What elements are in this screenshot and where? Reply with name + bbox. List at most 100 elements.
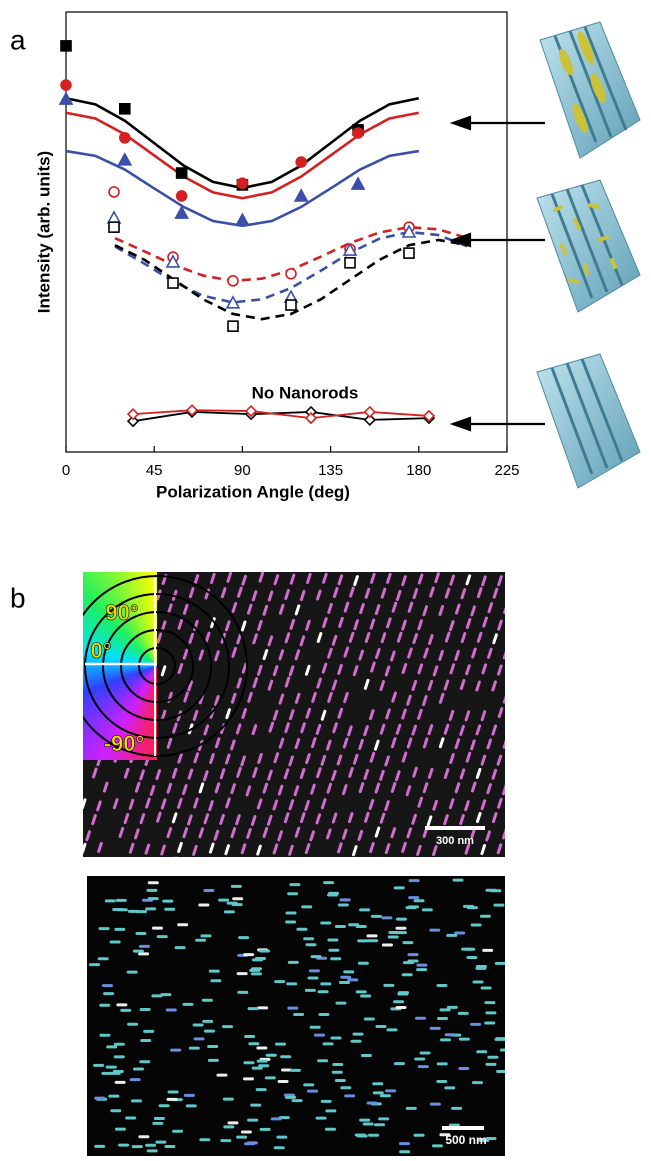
nanorod bbox=[270, 545, 273, 553]
nanorod bbox=[45, 727, 48, 735]
nanorod bbox=[557, 636, 560, 644]
nanorod bbox=[542, 545, 545, 553]
nanorod bbox=[30, 545, 33, 553]
nanorod bbox=[572, 817, 575, 825]
nanorod bbox=[510, 679, 513, 687]
marker bbox=[236, 214, 248, 225]
nanorod bbox=[110, 546, 113, 554]
nanorod bbox=[39, 786, 42, 794]
nanorod bbox=[531, 665, 534, 673]
nanorod bbox=[514, 846, 517, 854]
nanorod bbox=[93, 859, 96, 867]
nanorod bbox=[526, 544, 529, 552]
nanorod bbox=[574, 589, 577, 597]
nanorod bbox=[579, 754, 582, 762]
nanorod bbox=[623, 544, 626, 552]
nanorod bbox=[13, 547, 16, 555]
nanorod bbox=[526, 723, 529, 731]
nanorod bbox=[51, 666, 54, 674]
micrograph-1: 90° 0° -90° 300 nm bbox=[0, 543, 651, 870]
nanorod bbox=[382, 544, 385, 552]
nanorod bbox=[541, 815, 544, 823]
nanorod bbox=[159, 544, 162, 552]
nanorod bbox=[515, 709, 518, 717]
nanorod bbox=[398, 545, 401, 553]
nanorod bbox=[66, 711, 69, 719]
nanorod bbox=[136, 561, 139, 569]
nanorod bbox=[622, 679, 625, 687]
nanorod bbox=[104, 561, 107, 569]
nanorod bbox=[558, 679, 561, 687]
nanorod bbox=[51, 754, 54, 762]
nanorod bbox=[52, 574, 55, 582]
nanorod bbox=[616, 606, 619, 614]
nanorod bbox=[14, 680, 17, 688]
nanorod bbox=[590, 634, 593, 642]
nanorod bbox=[557, 547, 560, 555]
nanorod bbox=[638, 635, 641, 643]
nanorod bbox=[62, 546, 65, 554]
nanorod bbox=[585, 693, 588, 701]
nanorod bbox=[557, 725, 560, 733]
nanorod bbox=[536, 652, 539, 660]
nanorod bbox=[281, 560, 284, 568]
nanorod bbox=[66, 846, 69, 854]
nanorod bbox=[525, 770, 528, 778]
nanorod bbox=[628, 574, 631, 582]
nanorod bbox=[319, 544, 322, 552]
nanorod bbox=[515, 577, 518, 585]
nanorod bbox=[35, 576, 38, 584]
nanorod bbox=[24, 830, 27, 838]
nanorod bbox=[441, 559, 444, 567]
nanorod bbox=[536, 696, 539, 704]
nanorod bbox=[249, 558, 252, 566]
nanorod bbox=[30, 634, 33, 642]
nanorod bbox=[222, 544, 225, 552]
nanorod bbox=[409, 560, 412, 568]
nanorod bbox=[94, 545, 97, 553]
nanorod bbox=[8, 739, 11, 747]
nanorod bbox=[601, 560, 604, 568]
y-axis-label: Intensity (arb. units) bbox=[34, 151, 53, 313]
nanorod bbox=[529, 847, 532, 855]
nanorod bbox=[542, 635, 545, 643]
nanorod bbox=[515, 755, 518, 763]
nanorod bbox=[639, 544, 642, 552]
nanorod bbox=[13, 860, 16, 868]
nanorod bbox=[40, 829, 43, 837]
nanorod bbox=[184, 562, 187, 570]
nanorod bbox=[595, 665, 598, 673]
nanorod bbox=[509, 816, 512, 824]
nanorod bbox=[25, 738, 28, 746]
nanorod bbox=[568, 784, 571, 792]
nanorod bbox=[0, 543, 1, 551]
nanorod bbox=[547, 665, 550, 673]
nanorod bbox=[558, 813, 561, 821]
nanorod bbox=[489, 560, 492, 568]
nanorod bbox=[557, 858, 560, 866]
nanorod bbox=[601, 693, 604, 701]
marker bbox=[120, 104, 130, 114]
nanorod bbox=[542, 680, 545, 688]
nanorod bbox=[557, 771, 560, 779]
nanorod bbox=[120, 562, 123, 570]
nanorod bbox=[590, 679, 593, 687]
marker bbox=[128, 409, 138, 419]
nanorod bbox=[302, 544, 305, 552]
nanorod bbox=[551, 697, 554, 705]
nanorod bbox=[72, 740, 75, 748]
nanorod bbox=[216, 562, 219, 570]
nanorod bbox=[424, 562, 427, 570]
nanorod bbox=[204, 861, 207, 869]
nanorod bbox=[578, 801, 581, 809]
marker bbox=[61, 41, 71, 51]
nanorod bbox=[541, 770, 544, 778]
nanorod bbox=[509, 770, 512, 778]
nanorod bbox=[627, 621, 630, 629]
nanorod bbox=[541, 859, 544, 867]
nanorod bbox=[76, 862, 79, 870]
nanorod bbox=[19, 754, 22, 762]
nanorod bbox=[51, 621, 54, 629]
